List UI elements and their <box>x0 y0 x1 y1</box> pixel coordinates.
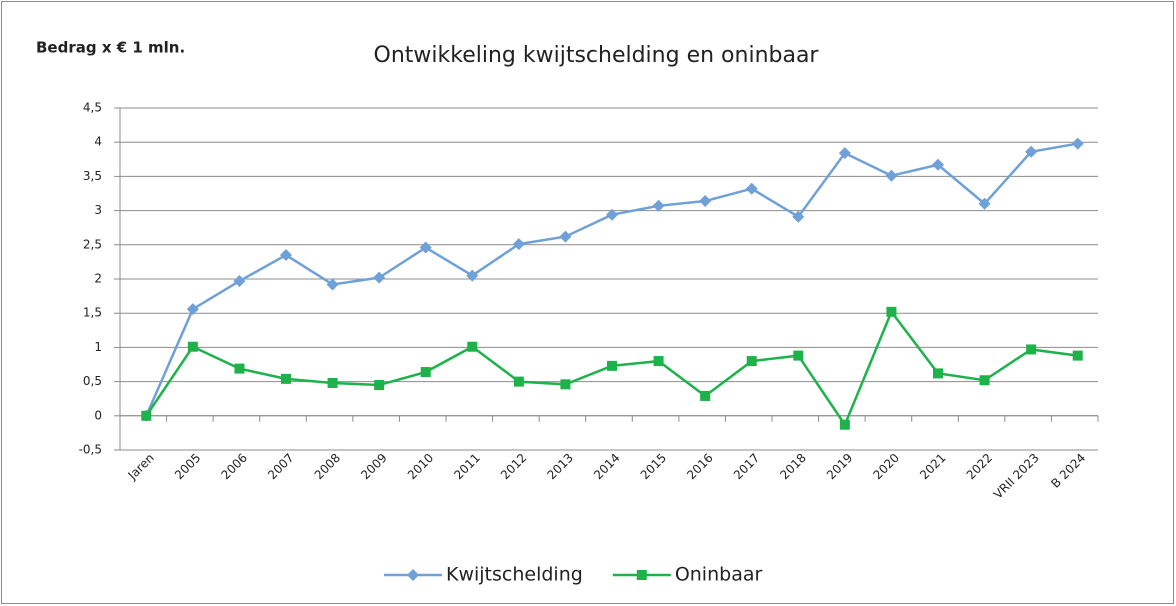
point <box>652 199 665 212</box>
point <box>373 271 386 284</box>
point <box>186 303 199 316</box>
point <box>886 306 897 317</box>
y-tick-label: 0,5 <box>83 374 102 388</box>
y-tick-label: 2 <box>94 272 102 286</box>
point <box>407 569 419 581</box>
point <box>653 356 664 367</box>
point <box>281 373 291 384</box>
point <box>1072 350 1083 361</box>
point <box>885 169 898 182</box>
point <box>606 208 618 221</box>
point <box>839 419 850 430</box>
point <box>1025 145 1038 158</box>
point <box>141 410 152 421</box>
y-tick-label: 2,5 <box>83 237 102 251</box>
y-tick-label: 3,5 <box>83 169 102 183</box>
point <box>745 182 758 195</box>
point <box>933 368 943 379</box>
y-tick-label: 1,5 <box>83 306 102 320</box>
point <box>233 275 246 288</box>
point <box>838 147 851 160</box>
point <box>374 380 385 391</box>
point <box>419 241 432 254</box>
point <box>607 360 617 371</box>
point <box>467 341 478 352</box>
y-axis-title: Bedrag x € 1 mln. <box>36 39 185 57</box>
point <box>187 341 198 352</box>
y-tick-label: 0 <box>94 408 102 422</box>
point <box>326 278 339 291</box>
legend-label: Oninbaar <box>675 564 763 586</box>
point <box>234 363 245 374</box>
point <box>1071 137 1084 150</box>
legend-label: Kwijtschelding <box>446 564 583 586</box>
point <box>792 210 805 223</box>
point <box>978 197 991 210</box>
point <box>420 367 431 378</box>
point <box>1026 344 1037 355</box>
point <box>512 238 525 251</box>
point <box>327 377 338 388</box>
point <box>513 376 524 387</box>
y-tick-label: 1 <box>94 340 102 354</box>
point <box>932 158 944 171</box>
chart-title: Ontwikkeling kwijtschelding en oninbaar <box>374 43 820 68</box>
point <box>700 390 711 401</box>
point <box>280 249 292 262</box>
point <box>636 570 647 580</box>
point <box>746 356 757 367</box>
point <box>560 379 571 390</box>
point <box>979 375 990 386</box>
point <box>466 269 479 282</box>
point <box>559 230 572 243</box>
point <box>793 350 804 361</box>
y-tick-label: -0,5 <box>79 443 102 457</box>
point <box>699 195 712 208</box>
y-tick-label: 3 <box>94 203 102 217</box>
y-tick-label: 4,5 <box>83 101 102 115</box>
y-tick-label: 4 <box>94 135 102 149</box>
